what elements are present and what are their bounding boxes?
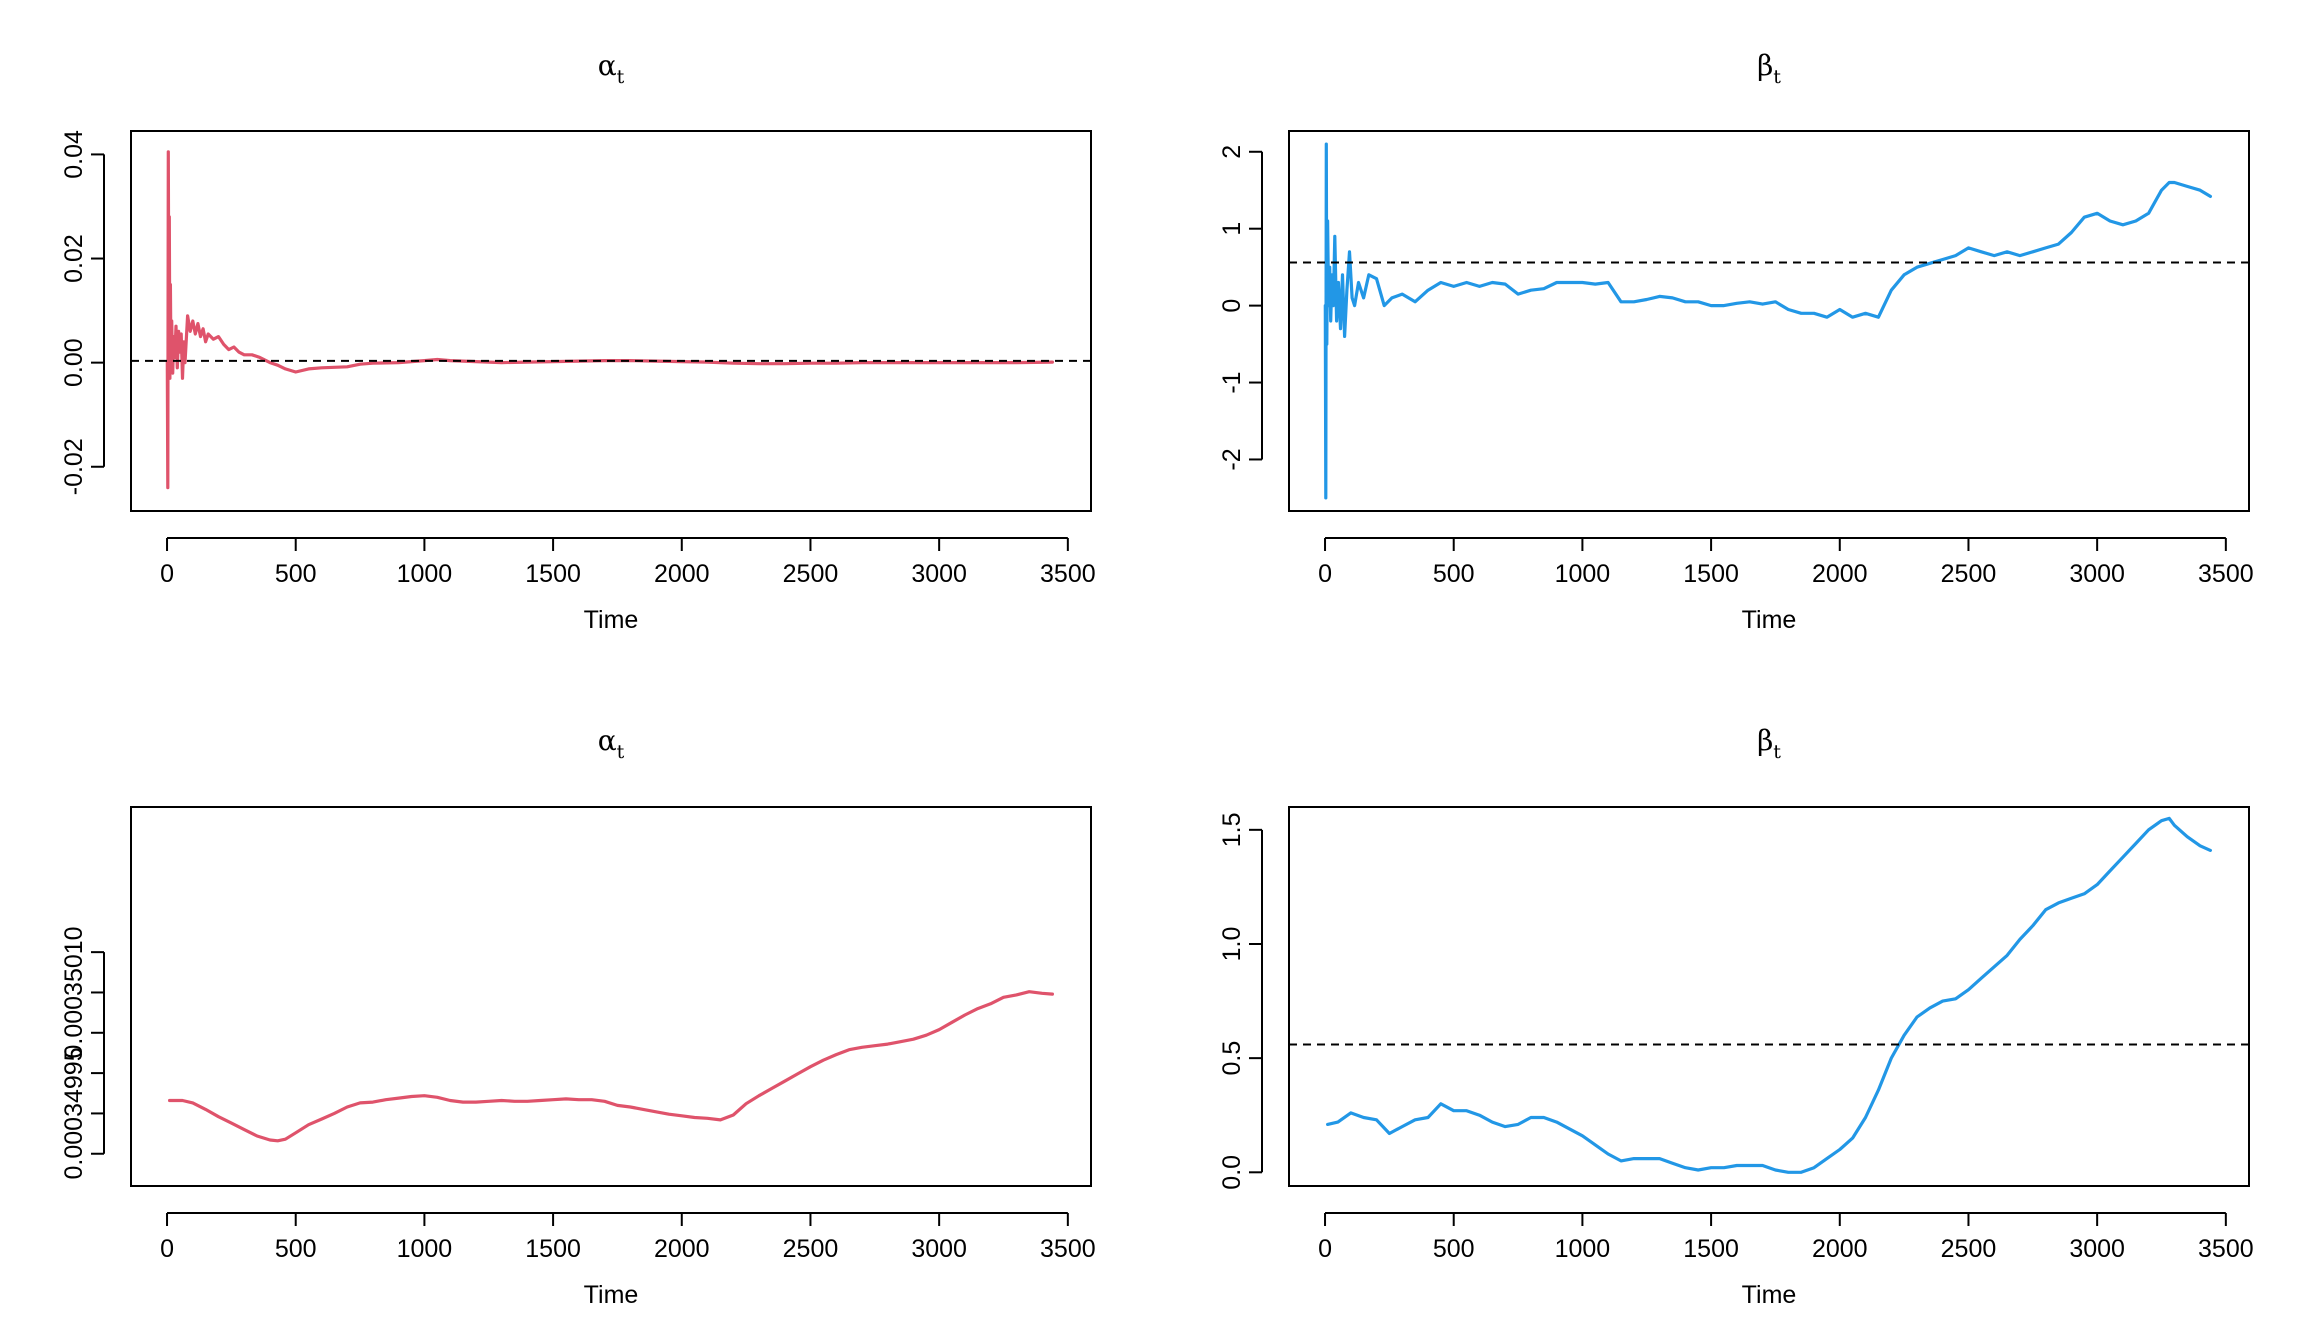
y-tick-label: 0 (1218, 299, 1246, 313)
x-tick-label: 2500 (1941, 560, 1997, 588)
y-tick-label: 1.5 (1218, 812, 1246, 847)
x-tick-label: 3500 (2198, 1235, 2254, 1263)
x-tick-label: 1000 (397, 1235, 453, 1263)
x-tick-label: 3500 (1040, 1235, 1096, 1263)
x-tick-label: 2500 (1941, 1235, 1997, 1263)
y-tick-label: 1 (1218, 222, 1246, 236)
x-axis-title: Time (1742, 1281, 1797, 1309)
chart-title-subscript: t (617, 66, 625, 88)
series-line-1 (168, 990, 1055, 1143)
chart-title: αt (598, 724, 625, 763)
y-tick-label: 0.02 (60, 234, 88, 283)
y-tick-label: 1.0 (1218, 927, 1246, 962)
x-tick-label: 1000 (1555, 560, 1611, 588)
chart-title-subscript: t (617, 741, 625, 763)
y-tick-label: 0.00 (60, 338, 88, 387)
x-tick-label: 1500 (525, 1235, 581, 1263)
x-tick-label: 3000 (2069, 1235, 2125, 1263)
y-tick-label: 0.0 (1218, 1155, 1246, 1190)
x-axis-title: Time (1742, 606, 1797, 634)
chart-title: αt (598, 49, 625, 88)
y-tick-label: -0.02 (60, 438, 88, 495)
x-tick-label: 500 (275, 560, 317, 588)
series-line-1 (1323, 142, 2212, 500)
plot-frame (130, 130, 1092, 512)
x-tick-label: 3000 (2069, 560, 2125, 588)
x-tick-label: 0 (1318, 1235, 1332, 1263)
chart-title-subscript: t (1773, 66, 1781, 88)
x-tick-label: 500 (1433, 560, 1475, 588)
chart-panel-1: αt 0 500 1000 1500 2000 2500 3000 3500 Time -0.02 0… (60, 49, 1096, 634)
plot-frame (1288, 806, 2250, 1187)
chart-title: βt (1757, 49, 1781, 88)
y-tick-label: -1 (1218, 371, 1246, 393)
plot-frame (1288, 130, 2250, 512)
x-tick-label: 0 (160, 560, 174, 588)
y-tick-label: 0.04 (60, 130, 88, 179)
plot-frame (130, 806, 1092, 1187)
chart-title-main: β (1757, 49, 1773, 82)
x-tick-label: 3500 (1040, 560, 1096, 588)
x-axis-title: Time (584, 1281, 639, 1309)
x-tick-label: 2000 (654, 1235, 710, 1263)
x-tick-label: 0 (1318, 560, 1332, 588)
x-tick-label: 2000 (654, 560, 710, 588)
x-tick-label: 500 (275, 1235, 317, 1263)
x-axis-title: Time (584, 606, 639, 634)
series-line-1 (165, 150, 1055, 490)
x-tick-label: 0 (160, 1235, 174, 1263)
y-tick-label: -2 (1218, 448, 1246, 470)
x-tick-label: 500 (1433, 1235, 1475, 1263)
x-tick-label: 2500 (783, 560, 839, 588)
x-tick-label: 2500 (783, 1235, 839, 1263)
chart-panel-4: βt 0 500 1000 1500 2000 2500 3000 3500 Time 0.0 0.5… (1218, 724, 2254, 1309)
x-tick-label: 3500 (2198, 560, 2254, 588)
chart-title-main: α (598, 49, 617, 82)
y-tick-label: 2 (1218, 145, 1246, 159)
x-tick-label: 1000 (1555, 1235, 1611, 1263)
x-tick-label: 2000 (1812, 1235, 1868, 1263)
x-tick-label: 1500 (1683, 1235, 1739, 1263)
x-tick-label: 1000 (397, 560, 453, 588)
chart-panel-2: βt 0 500 1000 1500 2000 2500 3000 3500 Time -2 -1 0 1… (1218, 49, 2254, 634)
chart-title-subscript: t (1773, 741, 1781, 763)
x-tick-label: 3000 (911, 1235, 967, 1263)
x-tick-label: 1500 (525, 560, 581, 588)
y-tick-label: 0.00034995 (60, 1047, 88, 1179)
series-line-1 (1325, 816, 2212, 1174)
y-tick-label: 0.00035010 (60, 926, 88, 1058)
chart-title: βt (1757, 724, 1781, 763)
chart-title-main: α (598, 724, 617, 757)
y-tick-label: 0.5 (1218, 1041, 1246, 1076)
x-tick-label: 3000 (911, 560, 967, 588)
x-tick-label: 2000 (1812, 560, 1868, 588)
chart-panel-3: αt 0 500 1000 1500 2000 2500 3000 3500 Time 0.0003… (60, 724, 1096, 1309)
x-tick-label: 1500 (1683, 560, 1739, 588)
chart-title-main: β (1757, 724, 1773, 757)
